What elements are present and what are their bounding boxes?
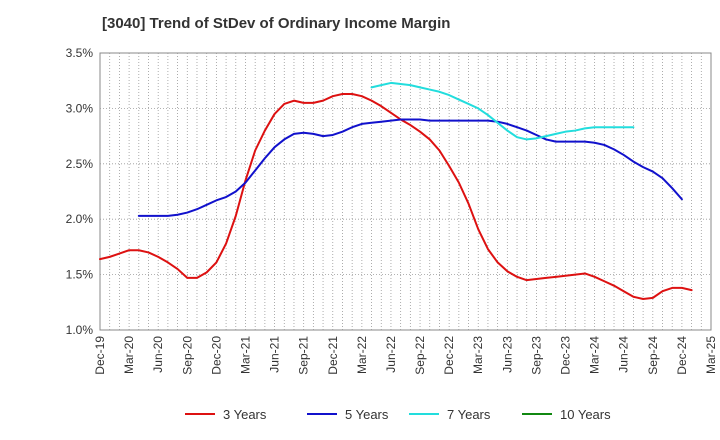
- x-tick-label: Jun-20: [151, 336, 165, 373]
- x-tick-label: Jun-23: [500, 336, 514, 373]
- y-tick-label: 3.0%: [66, 101, 94, 115]
- x-tick-label: Dec-20: [209, 336, 223, 375]
- x-tick-label: Jun-24: [617, 336, 631, 373]
- y-tick-label: 1.5%: [66, 268, 94, 282]
- grid: [100, 53, 711, 330]
- y-tick-label: 1.0%: [66, 323, 94, 337]
- y-tick-label: 2.0%: [66, 212, 94, 226]
- y-axis-ticks: 1.0% 1.5% 2.0% 2.5% 3.0% 3.5%: [66, 46, 94, 337]
- x-tick-label: Mar-25: [704, 336, 718, 374]
- x-tick-label: Dec-22: [442, 336, 456, 375]
- x-tick-label: Mar-21: [238, 336, 252, 374]
- x-tick-label: Sep-24: [646, 336, 660, 375]
- x-tick-label: Dec-21: [326, 336, 340, 375]
- x-axis-ticks: Dec-19 Mar-20 Jun-20 Sep-20 Dec-20 Mar-21 Jun-…: [93, 336, 718, 375]
- x-tick-label: Mar-24: [588, 336, 602, 374]
- x-tick-label: Mar-23: [471, 336, 485, 374]
- x-tick-label: Sep-22: [413, 336, 427, 375]
- series-line-5-years: [137, 118, 683, 217]
- x-tick-label: Jun-21: [268, 336, 282, 373]
- x-tick-label: Dec-23: [559, 336, 573, 375]
- x-tick-label: Sep-21: [297, 336, 311, 375]
- x-tick-label: Sep-20: [180, 336, 194, 375]
- series-lines: [99, 81, 693, 300]
- series-line-3-years: [99, 93, 693, 300]
- legend: 3 Years 5 Years 7 Years 10 Years: [185, 407, 611, 422]
- legend-label: 3 Years: [223, 407, 267, 422]
- legend-label: 10 Years: [560, 407, 611, 422]
- y-tick-label: 2.5%: [66, 157, 94, 171]
- legend-label: 7 Years: [447, 407, 491, 422]
- x-tick-label: Mar-20: [122, 336, 136, 374]
- x-tick-label: Dec-24: [675, 336, 689, 375]
- x-tick-label: Dec-19: [93, 336, 107, 375]
- y-tick-label: 3.5%: [66, 46, 94, 60]
- x-tick-label: Mar-22: [355, 336, 369, 374]
- series-line-7-years: [370, 81, 635, 141]
- x-tick-label: Jun-22: [384, 336, 398, 373]
- chart-title: [3040] Trend of StDev of Ordinary Income…: [102, 15, 451, 32]
- legend-label: 5 Years: [345, 407, 389, 422]
- x-tick-label: Sep-23: [529, 336, 543, 375]
